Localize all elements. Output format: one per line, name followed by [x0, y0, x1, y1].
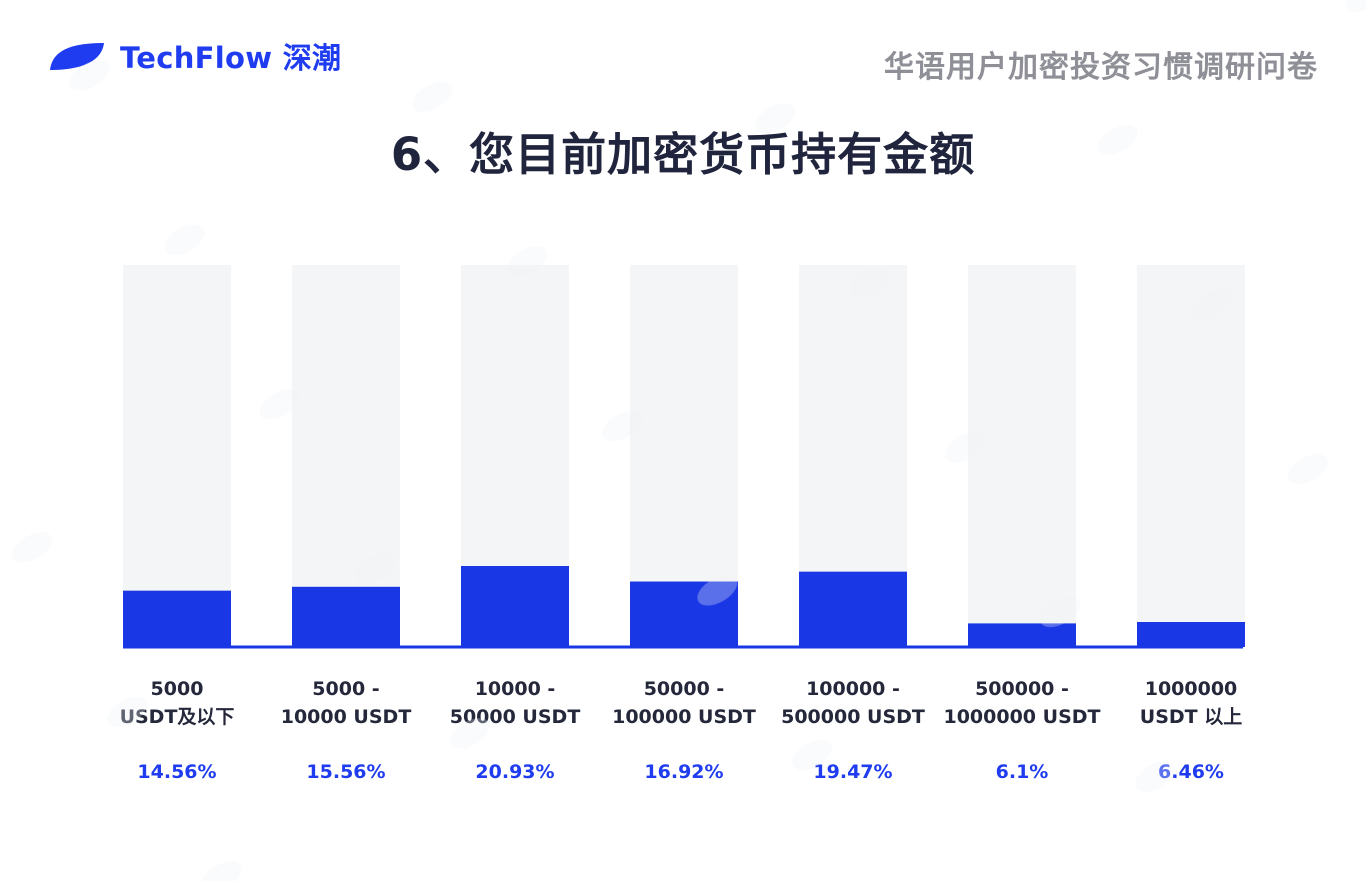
value-label: 20.93%: [475, 761, 554, 783]
category-label: 100000 -: [806, 678, 900, 700]
value-label: 16.92%: [644, 761, 723, 783]
bar: [1137, 621, 1245, 647]
value-label: 14.56%: [137, 761, 216, 783]
category-label: 1000000: [1145, 678, 1238, 700]
bar-track: [123, 265, 231, 647]
bar-track: [1137, 265, 1245, 647]
category-label: USDT及以下: [120, 706, 235, 728]
category-label: USDT 以上: [1140, 706, 1242, 728]
category-label: 5000 -: [312, 678, 379, 700]
value-label: 6.1%: [996, 761, 1049, 783]
value-label: 19.47%: [813, 761, 892, 783]
value-label: 6.46%: [1158, 761, 1224, 783]
bar: [123, 590, 231, 647]
category-label: 10000 -: [475, 678, 556, 700]
category-label: 5000: [151, 678, 204, 700]
bar: [630, 581, 738, 647]
category-label: 10000 USDT: [281, 706, 412, 728]
category-label: 500000 -: [975, 678, 1069, 700]
bar: [292, 586, 400, 647]
category-label: 500000 USDT: [781, 706, 925, 728]
category-label: 50000 -: [644, 678, 725, 700]
category-label: 1000000 USDT: [943, 706, 1100, 728]
category-label: 100000 USDT: [612, 706, 756, 728]
value-label: 15.56%: [306, 761, 385, 783]
bar: [799, 571, 907, 647]
category-label: 50000 USDT: [450, 706, 581, 728]
bar: [461, 566, 569, 647]
bar: [968, 623, 1076, 647]
bar-track: [968, 265, 1076, 647]
